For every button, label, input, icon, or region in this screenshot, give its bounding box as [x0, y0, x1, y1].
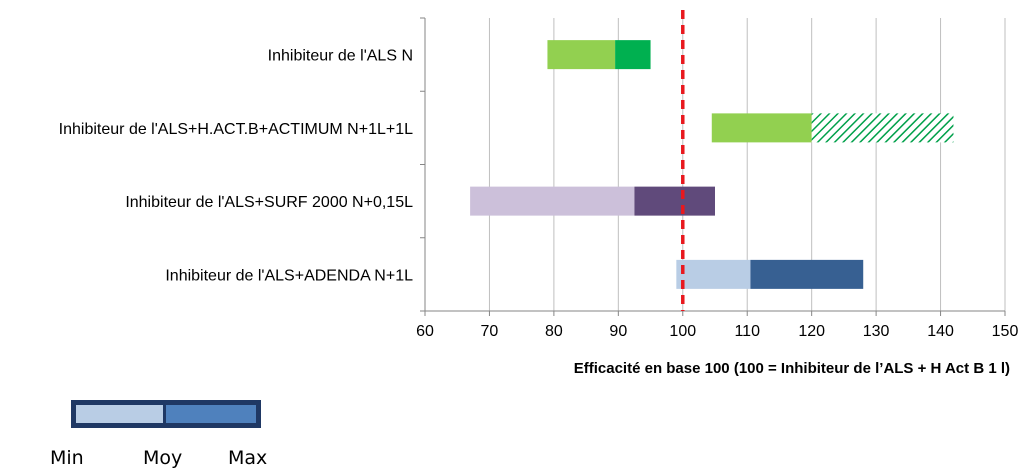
bar-moy-max: [615, 40, 651, 70]
category-label: Inhibiteur de l'ALS+SURF 2000 N+0,15L: [125, 194, 413, 211]
x-tick-label: 130: [863, 323, 890, 340]
x-axis-label: Efficacité en base 100 (100 = Inhibiteur…: [574, 360, 1010, 377]
x-tick-label: 140: [927, 323, 954, 340]
category-label: Inhibiteur de l'ALS N: [268, 48, 413, 65]
category-labels: Inhibiteur de l'ALS N Inhibiteur de l'ALS…: [59, 48, 413, 285]
x-tick-label: 70: [481, 323, 499, 340]
x-tick-label: 120: [798, 323, 825, 340]
bar-min-moy: [547, 40, 616, 70]
legend-min-moy-swatch: [76, 405, 163, 423]
bar-moy-max: [750, 259, 864, 289]
bars: [470, 40, 954, 289]
x-tick-label: 100: [669, 323, 696, 340]
category-label: Inhibiteur de l'ALS+H.ACT.B+ACTIMUM N+1L…: [59, 121, 413, 138]
bar-moy-max: [811, 113, 954, 143]
bar-min-moy: [470, 186, 635, 216]
x-tick-label: 90: [609, 323, 627, 340]
bar-moy-max: [634, 186, 715, 216]
legend-max-label: Max: [228, 447, 267, 469]
bar-min-moy: [711, 113, 812, 143]
x-tick-label: 80: [545, 323, 563, 340]
bar-min-moy: [676, 259, 751, 289]
x-tick-label: 150: [992, 323, 1019, 340]
legend-moy-max-swatch: [166, 405, 256, 423]
category-label: Inhibiteur de l'ALS+ADENDA N+1L: [165, 267, 413, 284]
legend-min-label: Min: [50, 447, 84, 469]
legend: Min Moy Max: [50, 400, 267, 469]
tick-labels: 60 70 80 90 100 110 120 130 140 150: [416, 323, 1018, 340]
x-tick-label: 60: [416, 323, 434, 340]
axes: [420, 17, 1006, 316]
x-tick-label: 110: [734, 323, 760, 340]
legend-moy-label: Moy: [143, 447, 182, 469]
